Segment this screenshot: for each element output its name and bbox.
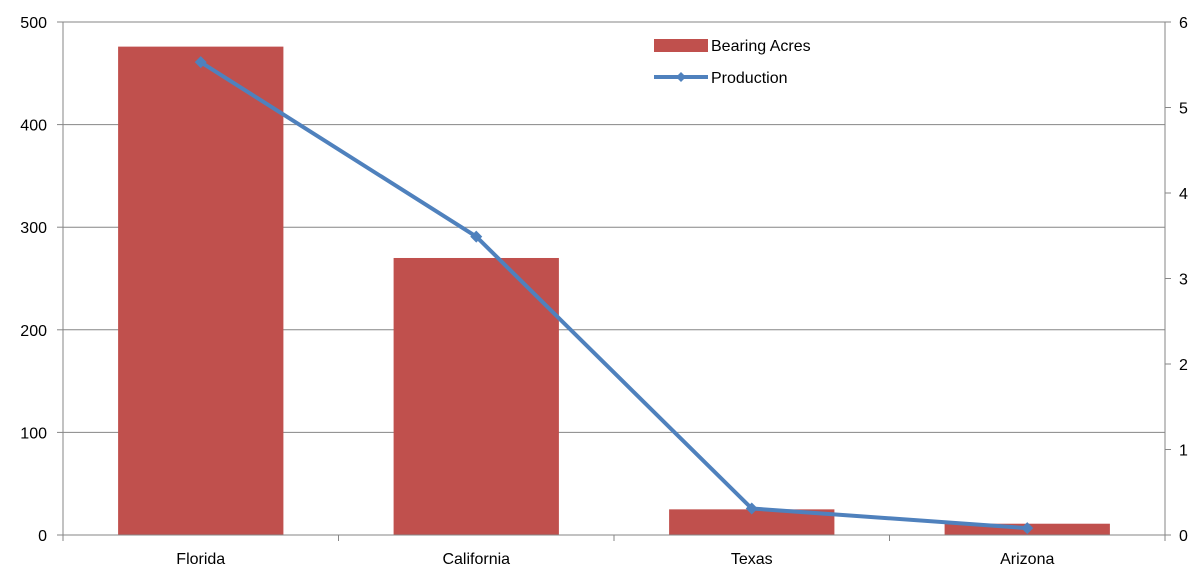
left-axis-ticks: 0 100 200 300 400 500 (20, 15, 63, 545)
left-tick-label: 500 (20, 15, 47, 32)
right-axis-ticks: 0 1 2 3 4 5 6 (1165, 15, 1188, 545)
left-tick-label: 0 (38, 528, 47, 545)
category-label-florida: Florida (176, 551, 225, 568)
left-tick-label: 100 (20, 425, 47, 442)
left-tick-label: 300 (20, 220, 47, 237)
category-label-california: California (442, 551, 510, 568)
legend: Bearing Acres Production (654, 38, 811, 87)
bar-series-group (118, 47, 1110, 535)
bar-california (394, 258, 559, 535)
right-tick-label: 5 (1179, 101, 1188, 118)
legend-label-production: Production (711, 70, 788, 87)
production-line (201, 62, 1028, 528)
line-series-group (195, 56, 1034, 534)
right-tick-label: 1 (1179, 443, 1188, 460)
right-tick-label: 0 (1179, 528, 1188, 545)
right-tick-label: 6 (1179, 15, 1188, 32)
right-tick-label: 3 (1179, 272, 1188, 289)
category-label-arizona: Arizona (1000, 551, 1054, 568)
legend-swatch-bearing-acres (654, 39, 708, 52)
right-tick-label: 2 (1179, 357, 1188, 374)
category-labels: Florida California Texas Arizona (176, 551, 1054, 568)
legend-label-bearing-acres: Bearing Acres (711, 38, 811, 55)
left-tick-label: 200 (20, 323, 47, 340)
right-tick-label: 4 (1179, 186, 1188, 203)
left-tick-label: 400 (20, 118, 47, 135)
legend-swatch-production-marker (676, 72, 686, 82)
bar-florida (118, 47, 283, 535)
category-label-texas: Texas (731, 551, 773, 568)
